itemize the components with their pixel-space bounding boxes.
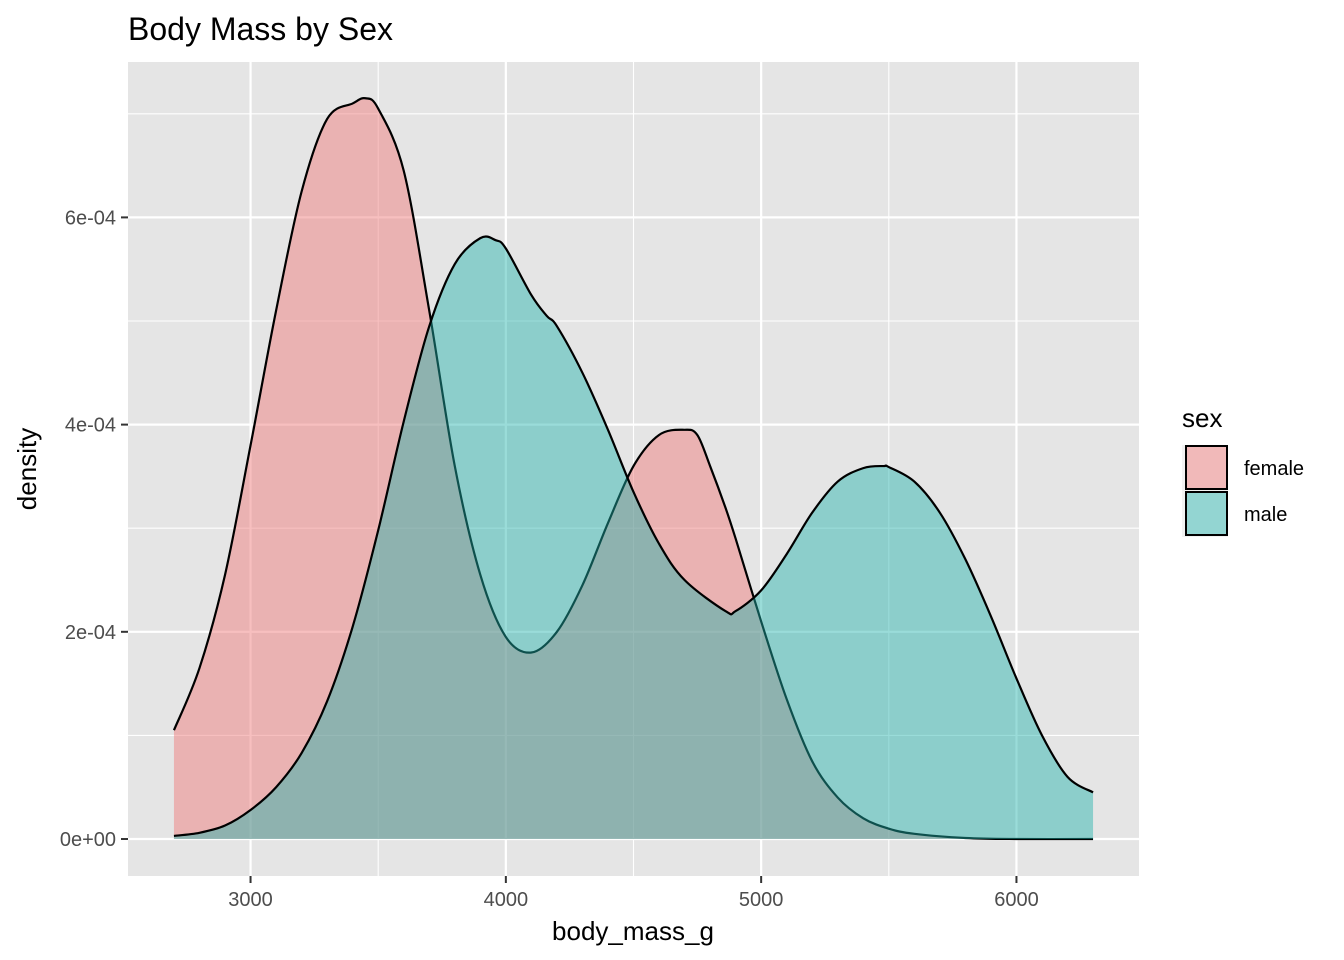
x-axis-title: body_mass_g: [552, 916, 714, 946]
legend-swatch-female: [1185, 445, 1228, 490]
y-tick-label: 6e-04: [65, 207, 116, 229]
y-tick-label: 0e+00: [60, 829, 116, 851]
legend-label-male: male: [1244, 504, 1287, 526]
density-area-male: [173, 236, 1094, 840]
y-tick-label: 4e-04: [65, 415, 116, 437]
y-axis: 0e+00 2e-04 4e-04 6e-04: [60, 207, 128, 851]
x-tick-label: 3000: [228, 889, 273, 911]
x-tick-label: 6000: [994, 889, 1039, 911]
x-tick-label: 5000: [739, 889, 784, 911]
chart-title: Body Mass by Sex: [128, 11, 393, 47]
density-line-male: [173, 235, 1094, 838]
x-tick-label: 4000: [484, 889, 529, 911]
y-tick-label: 2e-04: [65, 622, 116, 644]
legend-title: sex: [1182, 403, 1222, 433]
y-axis-title: density: [12, 428, 42, 510]
x-axis: 3000 4000 5000 6000: [228, 876, 1039, 911]
legend-swatch-male: [1185, 491, 1228, 536]
legend-key-bg: [1182, 491, 1228, 537]
legend-label-female: female: [1244, 458, 1304, 480]
density-series: [172, 96, 1094, 841]
density-line-female: [172, 96, 1094, 841]
legend: sex female male: [1182, 403, 1304, 537]
density-area-female: [173, 98, 1094, 840]
